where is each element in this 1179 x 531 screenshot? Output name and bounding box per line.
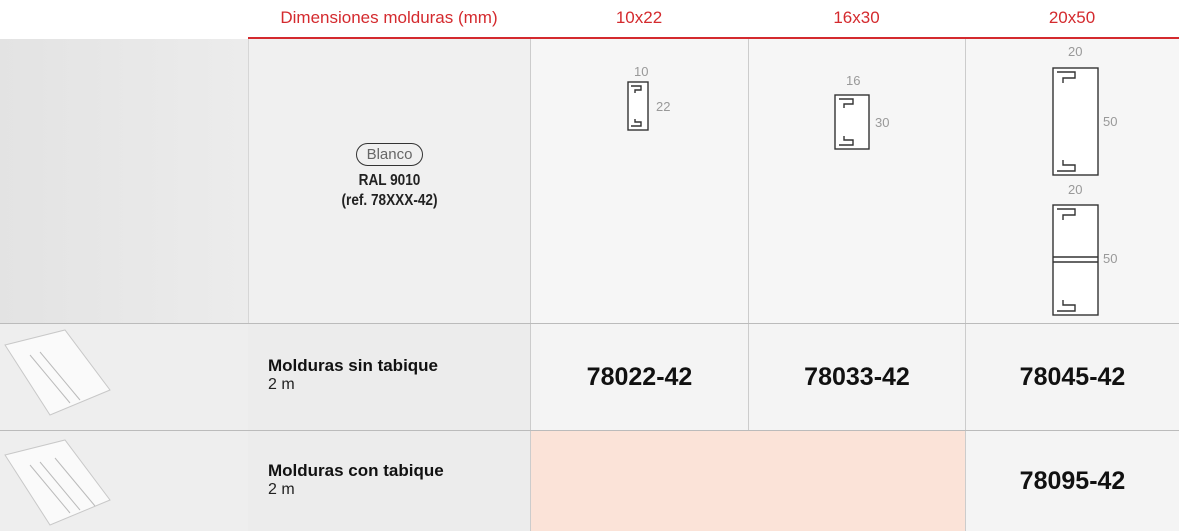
ref-code: 78095-42 (965, 431, 1179, 531)
height-label: 30 (875, 115, 890, 130)
ral: RAL 9010 (358, 172, 421, 189)
width-label: 20 (1068, 44, 1083, 59)
height-label: 22 (656, 99, 671, 114)
height-label: 50 (1103, 114, 1118, 129)
product-name: Molduras con tabique (268, 461, 444, 480)
header-label: Dimensiones molduras (mm) (280, 8, 498, 27)
unavailable-cell (530, 431, 965, 531)
product-length: 2 m (268, 481, 295, 498)
header-rule (248, 37, 1179, 39)
product-cell: Molduras con tabique 2 m (248, 431, 530, 531)
product-name: Molduras sin tabique (268, 356, 439, 375)
ref: (ref. 78XXX-42) (341, 192, 438, 209)
ref-code: 78033-42 (748, 324, 965, 430)
row-rule (0, 430, 1179, 431)
height-label: 50 (1103, 251, 1118, 266)
size-header: 16x30 (833, 8, 880, 27)
width-label: 10 (634, 64, 649, 79)
ref-code: 78022-42 (530, 324, 748, 430)
finish-cell: Blanco RAL 9010 (ref. 78XXX-42) (248, 39, 530, 323)
size-header: 20x50 (1048, 8, 1096, 27)
width-label: 20 (1068, 182, 1083, 197)
divider (748, 39, 749, 323)
width-label: 16 (846, 73, 861, 88)
divider (965, 39, 966, 323)
size-header: 10x22 (615, 8, 663, 27)
product-cell: Molduras sin tabique 2 m (248, 324, 530, 430)
color-pill: Blanco (355, 143, 424, 166)
image-cell (0, 39, 248, 323)
row-rule (0, 323, 1179, 324)
ref-code: 78045-42 (965, 324, 1179, 430)
product-length: 2 m (268, 376, 295, 393)
